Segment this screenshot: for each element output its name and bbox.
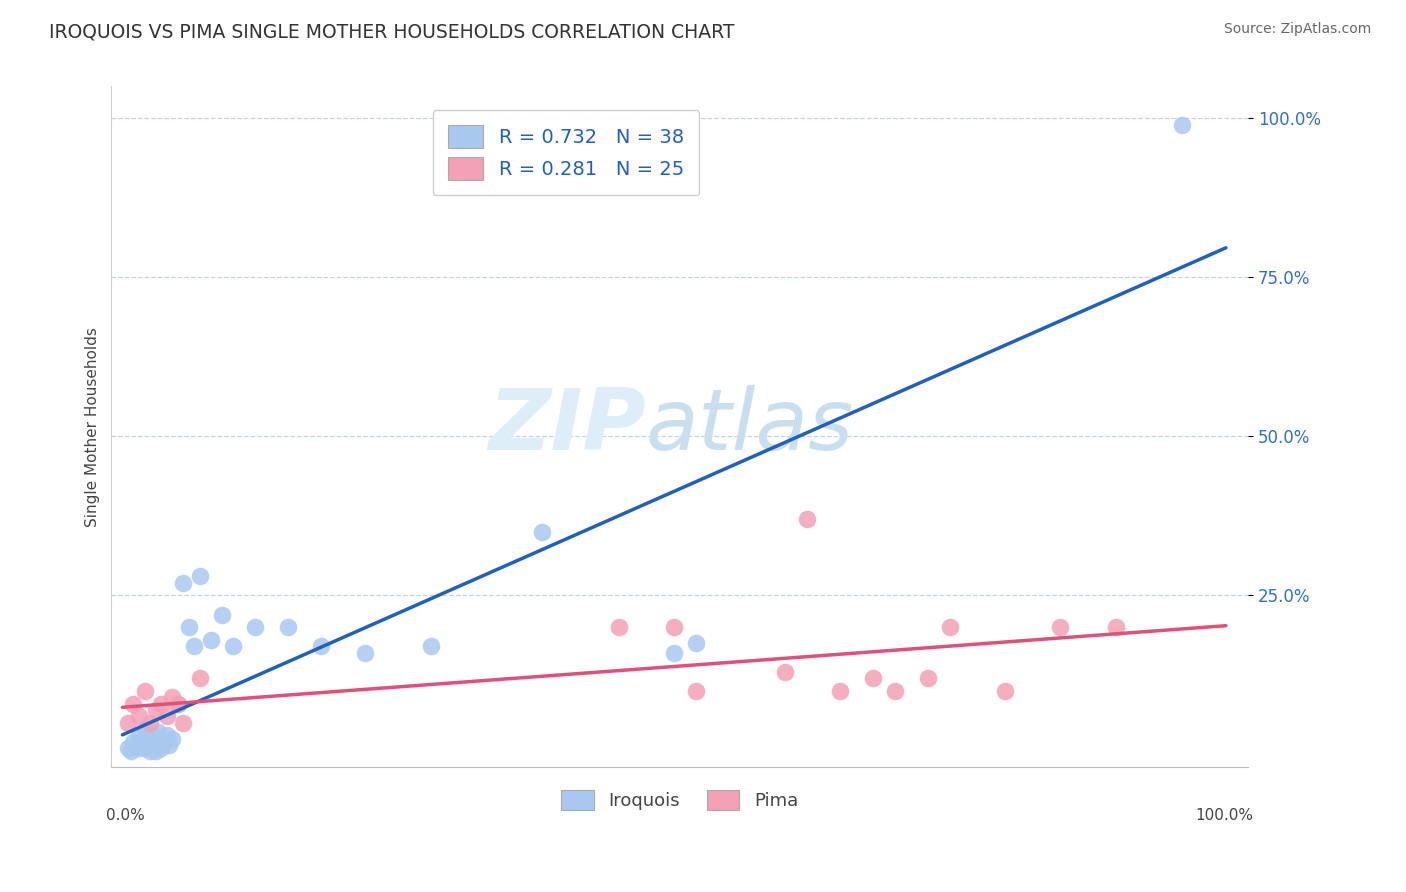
Point xyxy=(828,684,851,698)
Point xyxy=(122,735,145,749)
Point xyxy=(664,620,686,634)
Point xyxy=(146,725,169,739)
Point xyxy=(796,512,818,526)
Point xyxy=(157,738,180,752)
Point xyxy=(117,741,139,756)
Point xyxy=(145,735,167,749)
Point xyxy=(145,703,167,717)
Text: IROQUOIS VS PIMA SINGLE MOTHER HOUSEHOLDS CORRELATION CHART: IROQUOIS VS PIMA SINGLE MOTHER HOUSEHOLD… xyxy=(49,22,735,41)
Point xyxy=(128,728,150,742)
Point xyxy=(172,575,194,590)
Point xyxy=(139,715,162,730)
Point xyxy=(172,715,194,730)
Point xyxy=(125,738,148,752)
Point xyxy=(862,671,884,685)
Point xyxy=(222,640,245,654)
Point xyxy=(142,728,165,742)
Point xyxy=(188,569,211,583)
Point xyxy=(134,741,156,756)
Text: Source: ZipAtlas.com: Source: ZipAtlas.com xyxy=(1223,22,1371,37)
Point xyxy=(134,684,156,698)
Point xyxy=(183,640,205,654)
Point xyxy=(155,709,177,723)
Point xyxy=(1171,118,1194,132)
Point xyxy=(664,646,686,660)
Point xyxy=(155,728,177,742)
Point xyxy=(211,607,233,622)
Legend: Iroquois, Pima: Iroquois, Pima xyxy=(553,780,807,820)
Point xyxy=(145,744,167,758)
Text: atlas: atlas xyxy=(645,385,853,468)
Point xyxy=(883,684,905,698)
Point xyxy=(773,665,796,679)
Point xyxy=(160,690,183,705)
Point xyxy=(188,671,211,685)
Point xyxy=(128,709,150,723)
Y-axis label: Single Mother Households: Single Mother Households xyxy=(86,326,100,527)
Point xyxy=(277,620,299,634)
Point xyxy=(166,697,188,711)
Point xyxy=(139,738,162,752)
Point xyxy=(420,640,443,654)
Text: ZIP: ZIP xyxy=(488,385,645,468)
Point xyxy=(122,697,145,711)
Point xyxy=(128,741,150,756)
Point xyxy=(607,620,630,634)
Point xyxy=(354,646,377,660)
Point xyxy=(134,722,156,736)
Text: 0.0%: 0.0% xyxy=(105,808,145,823)
Point xyxy=(177,620,200,634)
Point xyxy=(685,684,707,698)
Point xyxy=(117,715,139,730)
Point xyxy=(150,697,173,711)
Point xyxy=(153,735,176,749)
Point xyxy=(1104,620,1126,634)
Text: 100.0%: 100.0% xyxy=(1195,808,1254,823)
Point xyxy=(939,620,962,634)
Point xyxy=(139,744,162,758)
Point xyxy=(243,620,266,634)
Point xyxy=(131,735,153,749)
Point xyxy=(135,731,157,746)
Point xyxy=(160,731,183,746)
Point xyxy=(530,524,553,539)
Point xyxy=(1049,620,1071,634)
Point xyxy=(120,744,142,758)
Point xyxy=(309,640,332,654)
Point xyxy=(200,632,222,647)
Point xyxy=(994,684,1017,698)
Point xyxy=(685,636,707,650)
Point xyxy=(150,741,173,756)
Point xyxy=(166,697,188,711)
Point xyxy=(917,671,939,685)
